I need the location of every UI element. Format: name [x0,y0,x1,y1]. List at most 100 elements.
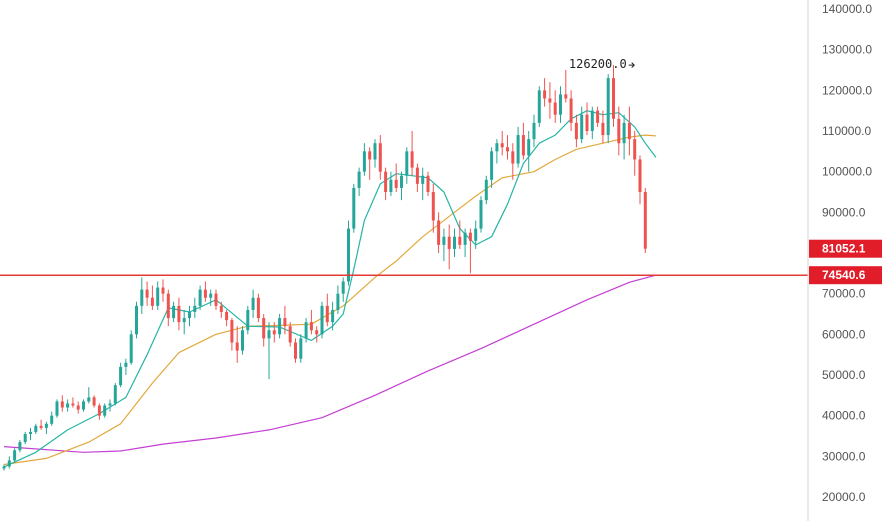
y-tick-label: 140000.0 [822,2,872,16]
candle-body [315,330,319,335]
candle-body [235,342,239,351]
candle-body [66,403,70,408]
candle [368,147,372,180]
candle-body [384,171,388,192]
candle [606,74,610,144]
candle-body [161,287,165,294]
candle-body [638,159,642,192]
candle [55,399,59,418]
candle [638,155,642,205]
candle-body [341,281,345,294]
y-tick-label: 110000.0 [822,124,871,138]
candle [34,423,38,434]
candle [559,86,562,123]
candle [304,318,308,343]
candle-body [150,297,154,306]
candle [325,293,329,327]
candle-body [92,397,96,406]
candle-body [251,297,255,310]
high-annotation-text: 126200.0 [569,57,627,71]
candle [209,289,213,306]
candle-body [71,403,75,406]
candle-body [156,287,160,306]
candle [447,224,451,270]
candle-body [521,135,525,156]
high-annotation: 126200.0 [569,57,635,71]
candle-body [119,366,123,386]
candle [389,171,393,197]
candle-body [590,110,594,131]
candle-body [29,431,32,434]
candle-body [442,236,446,245]
candle [516,126,520,168]
candle [13,448,17,463]
candle [415,163,419,192]
candle [198,285,202,310]
candle [426,171,430,197]
candle-body [76,405,80,410]
candle-body [44,423,48,428]
candle-body [617,118,621,144]
candle-body [431,192,435,221]
candle-body [368,151,372,160]
candle-body [548,98,552,103]
candle-body [87,397,91,402]
candle-body [325,305,329,323]
candle [113,383,117,406]
candle-body [484,179,488,201]
candle-body [246,309,250,331]
y-tick-label: 40000.0 [822,409,866,423]
candle [235,326,239,363]
candle [378,135,382,180]
price-label-bg [809,239,882,258]
candle-body [506,147,509,152]
candle-body [627,122,631,140]
candle-body [209,293,213,298]
candle-body [272,330,276,335]
candle-body [172,305,176,319]
candle [203,281,207,302]
candle-body [378,143,382,172]
candle-body [463,232,467,245]
candle-body [256,297,260,319]
candle-body [124,362,128,367]
candle-body [516,135,520,164]
candle-body [389,179,393,192]
candle [182,309,186,335]
candle [341,277,345,302]
price-label-text: 74540.6 [822,268,866,282]
candle [135,301,138,339]
price-labels: 81052.1 74540.6 [809,239,882,285]
candle [490,147,494,188]
candle-body [50,415,54,424]
candle [463,228,467,258]
candle [315,326,319,343]
candle [246,305,250,335]
candle [283,305,287,335]
candle-body [331,309,335,323]
candle-body [129,334,133,363]
candle-body [97,405,101,416]
candle-body [352,187,356,229]
candle [500,131,504,156]
candle-body [135,305,138,335]
candle [521,122,525,160]
candle [585,102,589,136]
candle [400,171,403,201]
candle [161,279,165,302]
candle-body [7,460,11,467]
candle [288,322,292,347]
candle-body [219,305,223,312]
candle-body [193,305,197,312]
candle-body [468,232,472,241]
candle [299,334,303,363]
ma-fast-line [3,110,657,468]
candle-body [34,425,38,432]
candle [256,293,260,323]
candle-body [203,289,207,298]
candle [66,399,70,412]
candle-body [643,192,647,249]
candle [357,167,361,197]
candle [384,167,388,201]
